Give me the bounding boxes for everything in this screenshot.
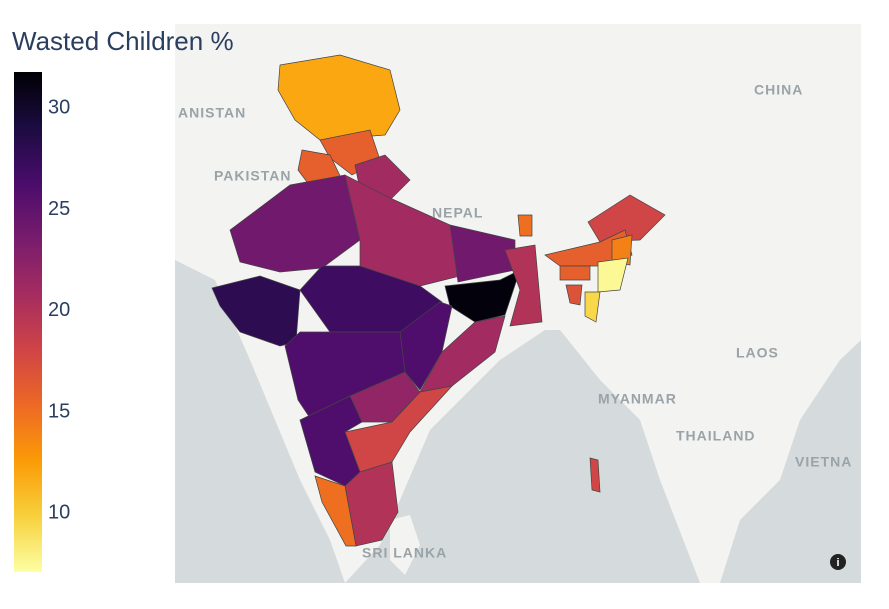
map-label: LAOS bbox=[736, 345, 779, 361]
info-icon[interactable] bbox=[830, 554, 846, 570]
region[interactable] bbox=[565, 284, 583, 306]
map-label: CHINA bbox=[754, 82, 803, 98]
region[interactable] bbox=[344, 174, 461, 287]
colorbar-tick-label: 25 bbox=[48, 198, 70, 220]
map-label: ANISTAN bbox=[178, 105, 246, 121]
regions bbox=[211, 54, 666, 547]
map-label: MYANMAR bbox=[598, 391, 677, 407]
region[interactable] bbox=[587, 194, 666, 243]
colorbar-tick-label: 20 bbox=[48, 299, 70, 321]
region[interactable] bbox=[584, 291, 601, 323]
map-label: NEPAL bbox=[432, 205, 483, 221]
map-label: THAILAND bbox=[676, 428, 756, 444]
region[interactable] bbox=[611, 234, 633, 266]
region[interactable] bbox=[589, 457, 601, 493]
ocean bbox=[175, 260, 345, 583]
region[interactable] bbox=[299, 395, 363, 487]
info-glyph: i bbox=[836, 557, 839, 569]
colorbar-tick-label: 10 bbox=[48, 502, 70, 524]
map-label: PAKISTAN bbox=[214, 168, 291, 184]
region[interactable] bbox=[504, 244, 543, 327]
map-label: SRI LANKA bbox=[362, 545, 447, 561]
island bbox=[390, 515, 420, 575]
region[interactable] bbox=[559, 265, 591, 281]
colorbar bbox=[14, 72, 42, 572]
ocean bbox=[345, 330, 700, 583]
colorbar-title: Wasted Children % bbox=[12, 26, 234, 56]
region[interactable] bbox=[597, 257, 629, 293]
region[interactable] bbox=[229, 174, 361, 273]
colorbar-tick-label: 30 bbox=[48, 97, 70, 119]
region[interactable] bbox=[277, 54, 401, 141]
map-label: VIETNA bbox=[795, 454, 852, 470]
region[interactable] bbox=[314, 475, 357, 547]
region[interactable] bbox=[517, 214, 533, 237]
colorbar-tick-label: 15 bbox=[48, 400, 70, 422]
ocean bbox=[720, 340, 861, 583]
